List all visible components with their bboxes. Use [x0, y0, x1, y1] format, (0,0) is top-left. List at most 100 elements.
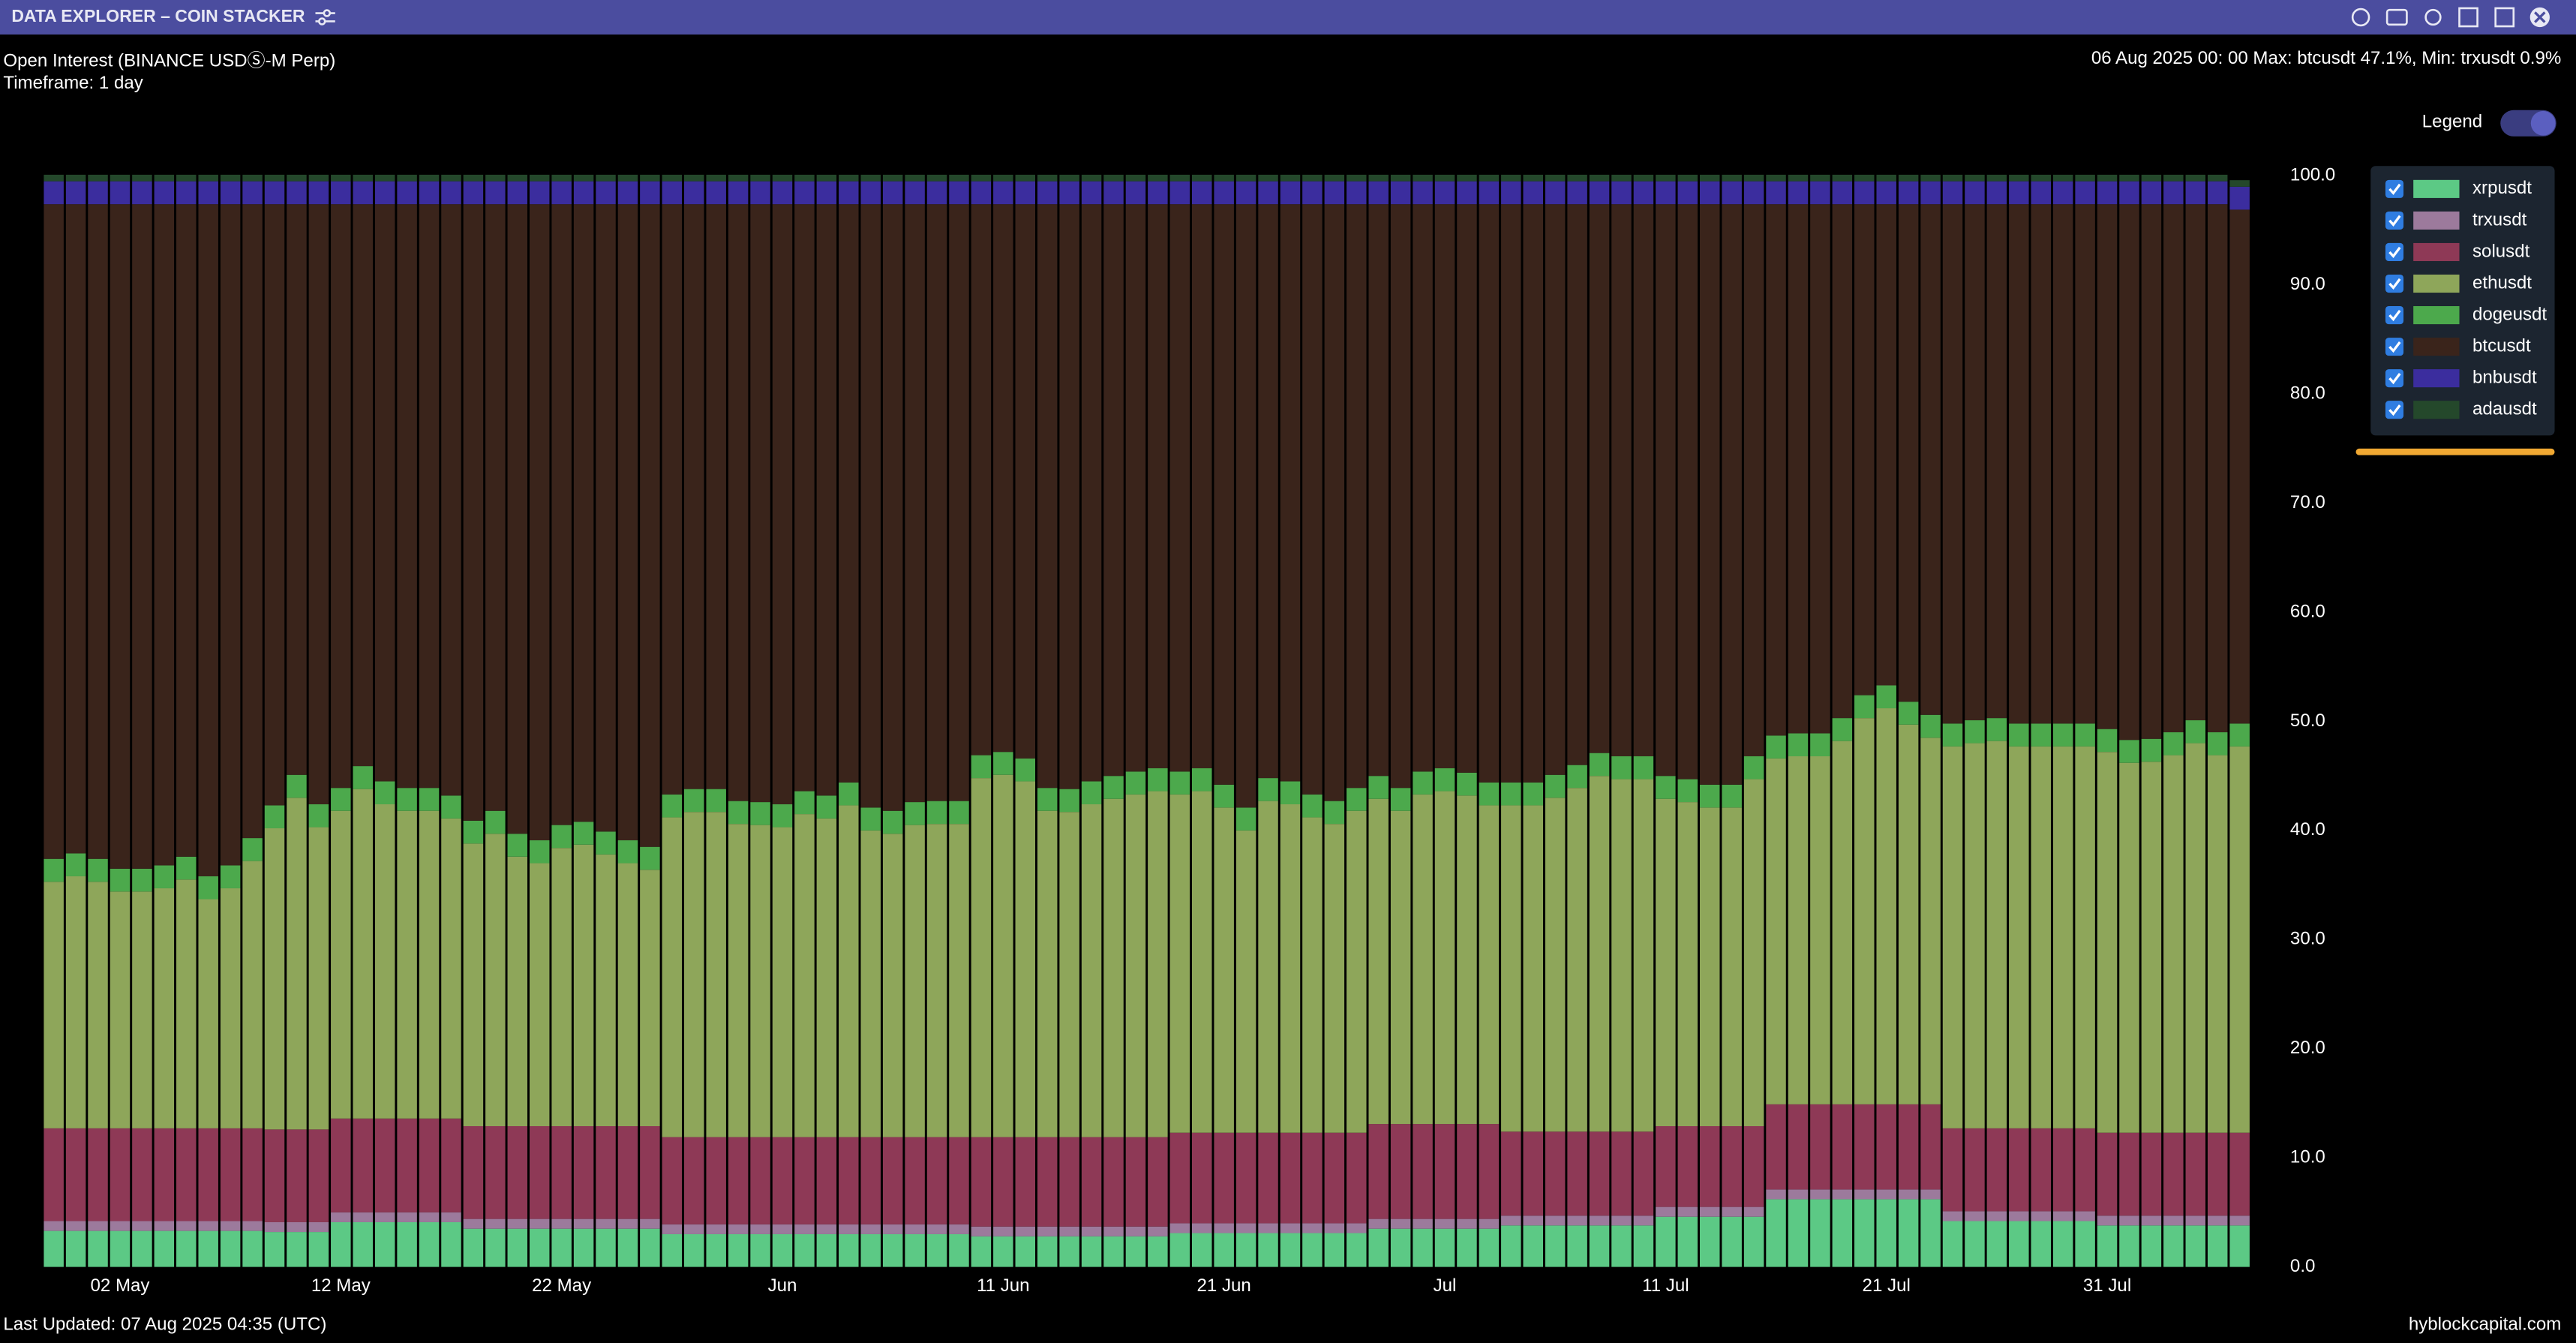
bar-segment: [1965, 174, 1985, 182]
bar-segment: [905, 181, 925, 205]
bar-segment: [65, 853, 86, 876]
bar-segment: [287, 1232, 307, 1267]
bar-segment: [198, 876, 218, 900]
bar-segment: [860, 830, 881, 1137]
bar-segment: [2207, 1225, 2228, 1267]
bar-segment: [860, 181, 881, 205]
bar-segment: [1743, 1216, 1764, 1267]
bar-segment: [2097, 174, 2118, 182]
bar-segment: [1169, 794, 1190, 1133]
bar-segment: [662, 204, 683, 795]
bar-segment: [2163, 1132, 2184, 1216]
bar-segment: [1656, 174, 1676, 182]
bar-segment: [2075, 723, 2095, 747]
bar-segment: [1920, 714, 1941, 738]
bar-segment: [1081, 781, 1102, 804]
bar-segment: [993, 752, 1013, 775]
save-button[interactable]: [2458, 7, 2478, 28]
settings-icon[interactable]: [315, 9, 335, 26]
legend-checkbox[interactable]: [2385, 179, 2404, 198]
legend-checkbox[interactable]: [2385, 369, 2404, 388]
legend-checkbox[interactable]: [2385, 211, 2404, 230]
bar-segment: [242, 181, 263, 205]
bar-segment: [2075, 1211, 2095, 1221]
bar-segment: [1876, 1199, 1896, 1267]
bar-segment: [507, 856, 528, 1126]
bar-segment: [529, 204, 550, 840]
bar-segment: [1347, 1223, 1367, 1233]
bar-segment: [1633, 756, 1654, 780]
legend: xrpusdt trxusdt solusdt ethusdt dogeusdt btcu…: [2385, 178, 2547, 419]
bar-segment: [1699, 1216, 1720, 1267]
bar-segment: [860, 1233, 881, 1267]
y-tick-label: 90.0: [2290, 274, 2325, 294]
bar-segment: [949, 204, 969, 801]
bar-segment: [662, 794, 683, 818]
bar-segment: [1965, 1128, 1985, 1212]
bar-segment: [1059, 174, 1079, 182]
bar-segment: [176, 1128, 197, 1221]
bar-segment: [1479, 1218, 1500, 1229]
bar-segment: [1059, 812, 1079, 1137]
legend-checkbox[interactable]: [2385, 338, 2404, 356]
bar-segment: [1501, 181, 1521, 205]
bar-segment: [1368, 174, 1389, 182]
y-tick-label: 30.0: [2290, 929, 2325, 949]
legend-checkbox[interactable]: [2385, 242, 2404, 262]
bar-segment: [2075, 174, 2095, 182]
bar-segment: [2141, 204, 2162, 739]
bar-segment: [1986, 1128, 2007, 1212]
bar-segment: [905, 1233, 925, 1267]
bar-segment: [816, 795, 837, 819]
bar-segment: [1743, 1206, 1764, 1217]
bar-segment: [154, 1128, 175, 1221]
footer-brand: hyblockcapital.com: [2409, 1314, 2561, 1335]
bar-segment: [2031, 1211, 2051, 1221]
bar-segment: [2031, 204, 2051, 724]
bar-segment: [220, 865, 241, 888]
bar-segment: [2163, 204, 2184, 733]
bar-segment: [2052, 174, 2073, 182]
bar-segment: [242, 838, 263, 861]
screenshot-button[interactable]: [2385, 8, 2408, 26]
x-tick-label: Jun: [768, 1275, 797, 1296]
bar-segment: [1810, 181, 1830, 205]
bar-segment: [353, 174, 373, 182]
bar-segment: [949, 1233, 969, 1267]
bar-segment: [1898, 1104, 1919, 1190]
bar-segment: [198, 1128, 218, 1221]
legend-checkbox[interactable]: [2385, 274, 2404, 293]
bar-segment: [1942, 174, 1963, 182]
bar-segment: [794, 181, 815, 205]
bar-segment: [1280, 804, 1301, 1133]
bar-segment: [2229, 180, 2250, 187]
bar-segment: [132, 1128, 152, 1221]
legend-checkbox[interactable]: [2385, 401, 2404, 419]
legend-checkbox[interactable]: [2385, 306, 2404, 325]
export-button[interactable]: [2494, 7, 2515, 28]
bar-segment: [1368, 204, 1389, 777]
bar-segment: [529, 1125, 550, 1219]
bar-segment: [463, 204, 484, 821]
bar-segment: [839, 181, 859, 205]
chart-title: Open Interest (BINANCE USDⓈ-M Perp): [3, 50, 335, 71]
bar-segment: [1302, 817, 1323, 1133]
bar-segment: [1413, 204, 1433, 772]
settings-button[interactable]: [2424, 8, 2442, 26]
bar-segment: [772, 804, 793, 828]
bar-segment: [1235, 807, 1256, 831]
bar-segment: [441, 1221, 461, 1267]
bar-segment: [2097, 204, 2118, 729]
bar-segment: [750, 181, 770, 205]
bar-segment: [2141, 1215, 2162, 1226]
bar-segment: [2163, 1215, 2184, 1226]
bar-segment: [1214, 1132, 1234, 1224]
bar-segment: [397, 181, 417, 205]
bar-segment: [110, 204, 131, 869]
bar-segment: [1589, 1131, 1610, 1216]
refresh-button[interactable]: [2351, 8, 2370, 27]
bar-segment: [1479, 1228, 1500, 1267]
bar-segment: [1788, 733, 1809, 757]
bar-segment: [617, 1218, 638, 1229]
bar-segment: [1214, 784, 1234, 808]
